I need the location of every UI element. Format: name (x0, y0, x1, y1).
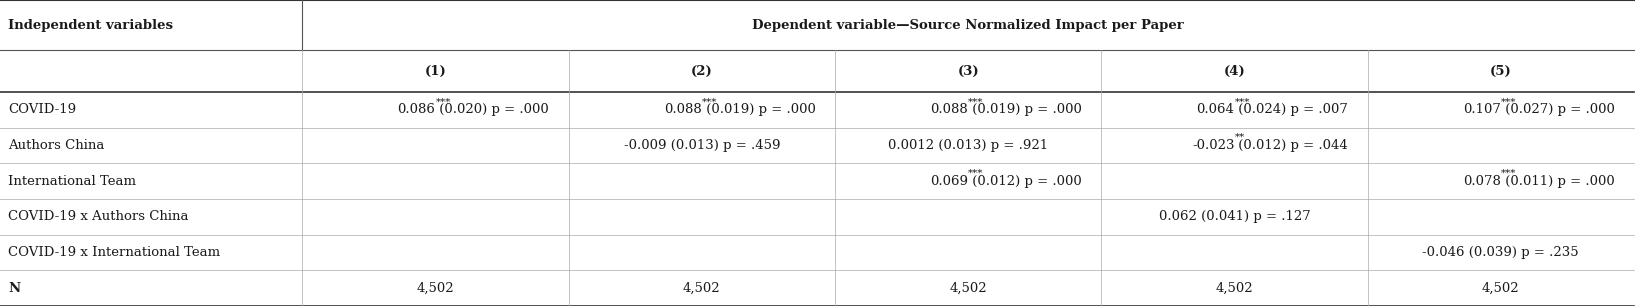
Text: ***: *** (968, 169, 983, 178)
Text: 0.064: 0.064 (1197, 103, 1235, 116)
Text: (0.027) p = .000: (0.027) p = .000 (1501, 103, 1614, 116)
Text: 4,502: 4,502 (1215, 282, 1253, 295)
Text: 0.062 (0.041) p = .127: 0.062 (0.041) p = .127 (1159, 210, 1310, 223)
Text: (2): (2) (690, 65, 712, 78)
Text: Authors China: Authors China (8, 139, 105, 152)
Text: 0.069: 0.069 (931, 174, 968, 188)
Text: 0.088: 0.088 (931, 103, 968, 116)
Text: (0.012) p = .000: (0.012) p = .000 (968, 174, 1082, 188)
Text: ***: *** (702, 98, 717, 106)
Text: COVID-19 x International Team: COVID-19 x International Team (8, 246, 220, 259)
Text: COVID-19 x Authors China: COVID-19 x Authors China (8, 210, 189, 223)
Text: 4,502: 4,502 (416, 282, 454, 295)
Text: (0.019) p = .000: (0.019) p = .000 (968, 103, 1082, 116)
Text: COVID-19: COVID-19 (8, 103, 76, 116)
Text: ***: *** (968, 98, 983, 106)
Text: (3): (3) (957, 65, 978, 78)
Text: **: ** (1235, 133, 1245, 142)
Text: ***: *** (1235, 98, 1249, 106)
Text: 4,502: 4,502 (1481, 282, 1519, 295)
Text: N: N (8, 282, 20, 295)
Text: 0.0012 (0.013) p = .921: 0.0012 (0.013) p = .921 (888, 139, 1049, 152)
Text: 0.078: 0.078 (1463, 174, 1501, 188)
Text: 4,502: 4,502 (949, 282, 986, 295)
Text: (5): (5) (1489, 65, 1512, 78)
Text: (0.011) p = .000: (0.011) p = .000 (1501, 174, 1614, 188)
Text: 4,502: 4,502 (682, 282, 720, 295)
Text: 0.107: 0.107 (1463, 103, 1501, 116)
Text: -0.009 (0.013) p = .459: -0.009 (0.013) p = .459 (623, 139, 779, 152)
Text: Dependent variable—Source Normalized Impact per Paper: Dependent variable—Source Normalized Imp… (753, 19, 1184, 32)
Text: (4): (4) (1223, 65, 1246, 78)
Text: 0.088: 0.088 (664, 103, 702, 116)
Text: 0.086: 0.086 (398, 103, 436, 116)
Text: ***: *** (1501, 169, 1516, 178)
Text: International Team: International Team (8, 174, 136, 188)
Text: -0.023: -0.023 (1192, 139, 1235, 152)
Text: (0.012) p = .044: (0.012) p = .044 (1235, 139, 1348, 152)
Text: (1): (1) (424, 65, 446, 78)
Text: ***: *** (436, 98, 450, 106)
Text: Independent variables: Independent variables (8, 19, 173, 32)
Text: ***: *** (1501, 98, 1516, 106)
Text: (0.024) p = .007: (0.024) p = .007 (1235, 103, 1348, 116)
Text: (0.019) p = .000: (0.019) p = .000 (702, 103, 815, 116)
Text: -0.046 (0.039) p = .235: -0.046 (0.039) p = .235 (1422, 246, 1580, 259)
Text: (0.020) p = .000: (0.020) p = .000 (436, 103, 549, 116)
